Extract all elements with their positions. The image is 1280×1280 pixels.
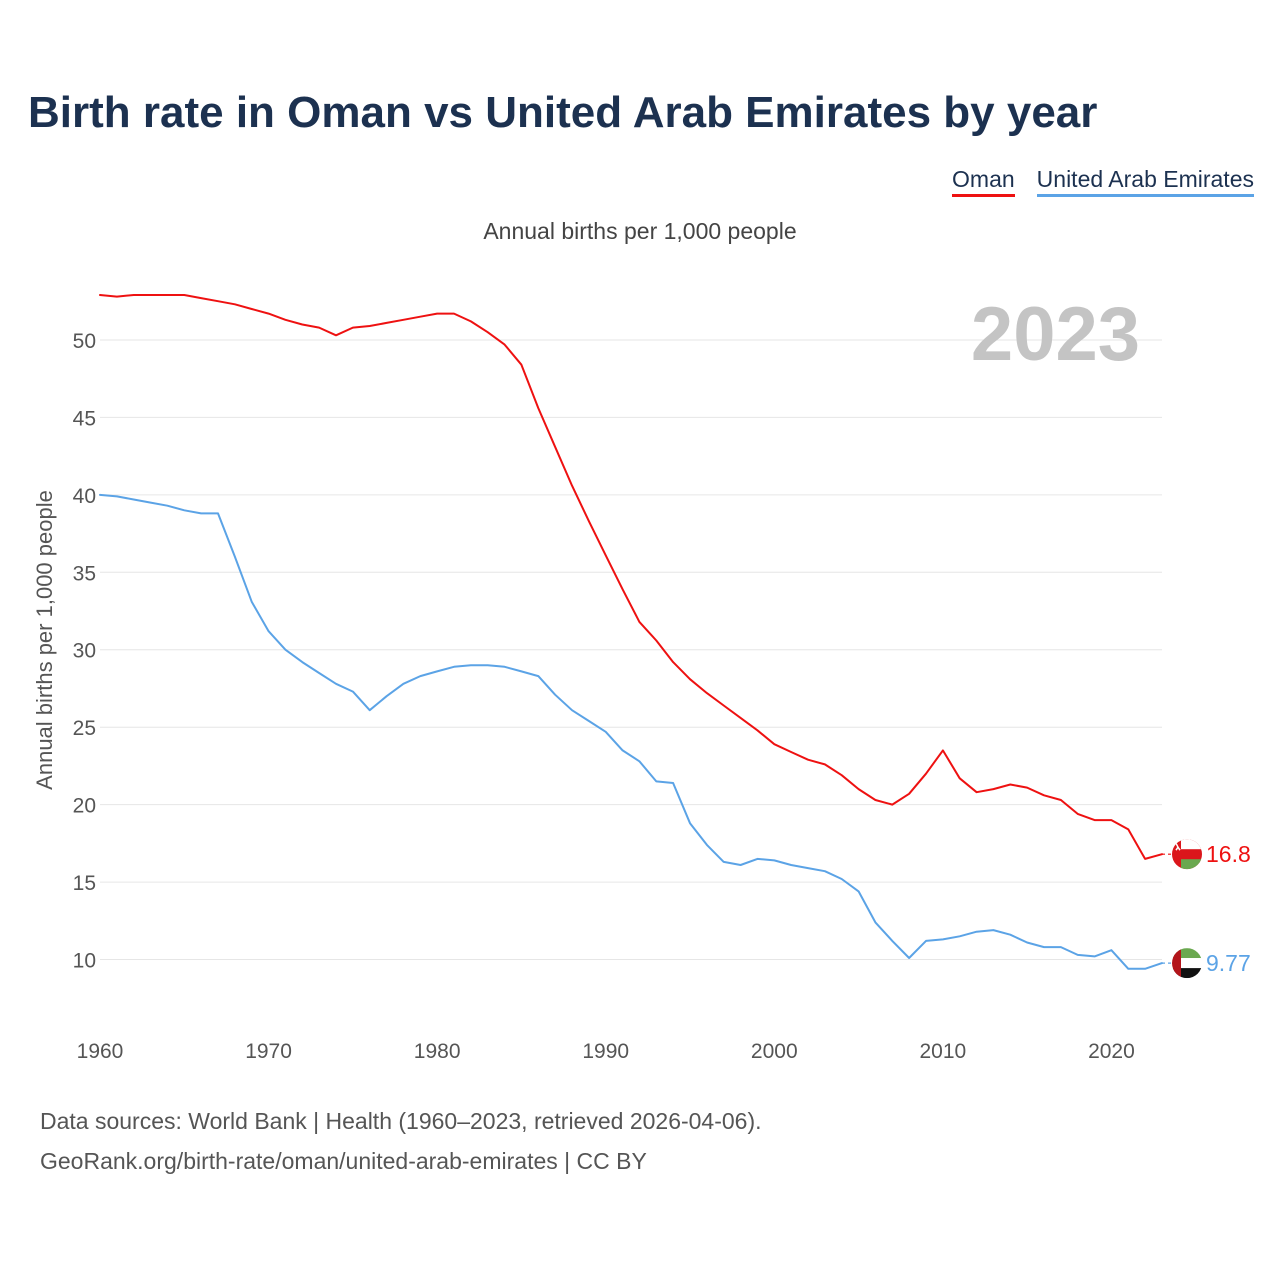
x-tick-1990: 1990 — [582, 1040, 629, 1063]
legend-item-oman[interactable]: Oman — [952, 166, 1015, 197]
y-tick-15: 15 — [73, 872, 96, 895]
series-line-united-arab-emirates — [99, 493, 1163, 970]
y-tick-20: 20 — [73, 795, 96, 818]
chart-subtitle: Annual births per 1,000 people — [483, 218, 797, 244]
oman-flag-icon — [1172, 839, 1202, 870]
oman-end-value: 16.8 — [1206, 841, 1251, 867]
x-tick-1960: 1960 — [77, 1040, 124, 1063]
x-tick-2010: 2010 — [919, 1040, 966, 1063]
x-tick-2020: 2020 — [1088, 1040, 1135, 1063]
y-tick-35: 35 — [73, 562, 96, 585]
y-tick-40: 40 — [73, 485, 96, 508]
y-tick-25: 25 — [73, 717, 96, 740]
x-axis: 1960 1970 1980 1990 2000 2010 2020 — [77, 1040, 1135, 1063]
y-axis-label: Annual births per 1,000 people — [32, 490, 57, 790]
current-year-label: 2023 — [971, 292, 1140, 377]
legend-item-united-arab-emirates[interactable]: United Arab Emirates — [1036, 166, 1254, 197]
x-tick-1970: 1970 — [245, 1040, 292, 1063]
source-url[interactable]: GeoRank.org/birth-rate/oman/united-arab-… — [40, 1148, 647, 1174]
legend: Oman United Arab Emirates — [952, 166, 1254, 197]
y-axis: 10 15 20 25 30 35 40 45 50 — [73, 330, 96, 973]
x-tick-2000: 2000 — [751, 1040, 798, 1063]
series — [99, 294, 1172, 970]
y-tick-10: 10 — [73, 950, 96, 973]
series-line-oman — [99, 294, 1163, 860]
y-tick-50: 50 — [73, 330, 96, 353]
x-tick-1980: 1980 — [414, 1040, 461, 1063]
uae-flag-icon — [1172, 948, 1202, 979]
chart-title: Birth rate in Oman vs United Arab Emirat… — [28, 88, 1098, 137]
y-tick-30: 30 — [73, 640, 96, 663]
uae-end-value: 9.77 — [1206, 950, 1251, 976]
y-tick-45: 45 — [73, 407, 96, 430]
grid — [100, 339, 1162, 961]
series-endpoints: 16.8 9.77 — [1172, 839, 1251, 979]
source-line: Data sources: World Bank | Health (1960–… — [40, 1108, 762, 1134]
